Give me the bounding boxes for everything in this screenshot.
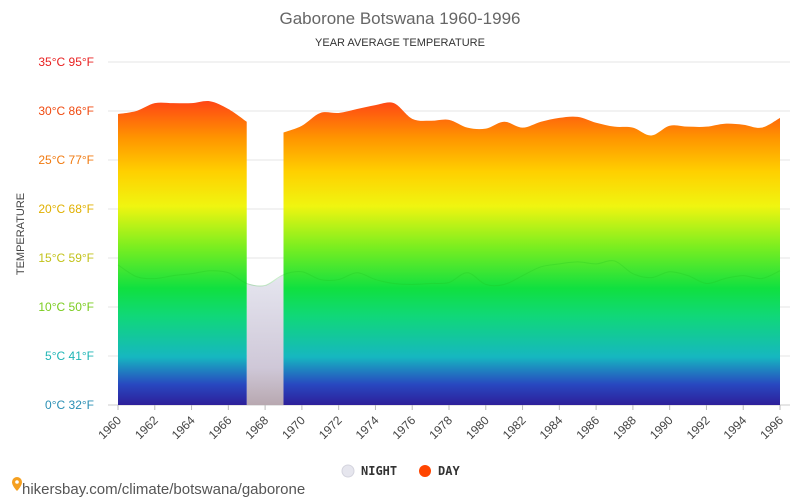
x-tick-label: 1974 [353, 413, 382, 442]
night-area [246, 274, 284, 405]
plot-areas [117, 100, 781, 405]
x-tick-label: 1992 [684, 413, 713, 442]
x-tick-label: 1982 [500, 413, 529, 442]
y-tick-label: 10°C 50°F [38, 300, 94, 314]
x-tick-label: 1984 [537, 413, 566, 442]
watermark: hikersbay.com/climate/botswana/gaborone [12, 477, 305, 498]
y-tick-label: 20°C 68°F [38, 202, 94, 216]
y-tick-label: 15°C 59°F [38, 251, 94, 265]
location-pin-dot [15, 480, 19, 484]
day-area [283, 102, 780, 405]
legend-night-label[interactable]: NIGHT [361, 464, 397, 478]
x-tick-label: 1988 [610, 413, 639, 442]
x-tick-label: 1972 [316, 413, 345, 442]
y-tick-label: 0°C 32°F [45, 398, 94, 412]
y-axis-title: TEMPERATURE [15, 193, 27, 275]
y-tick-label: 25°C 77°F [38, 153, 94, 167]
x-tick-label: 1986 [573, 413, 602, 442]
chart-subtitle: YEAR AVERAGE TEMPERATURE [315, 37, 485, 49]
y-tick-label: 35°C 95°F [38, 55, 94, 69]
x-tick-label: 1990 [647, 413, 676, 442]
day-area [118, 100, 247, 405]
x-tick-label: 1960 [95, 413, 124, 442]
x-tick-label: 1996 [757, 413, 786, 442]
y-tick-label: 30°C 86°F [38, 104, 94, 118]
legend-night-marker[interactable] [341, 464, 355, 478]
y-axis-labels: 0°C 32°F 5°C 41°F 10°C 50°F 15°C 59°F 20°C 6… [38, 55, 94, 412]
x-tick-label: 1980 [463, 413, 492, 442]
x-tick-label: 1962 [132, 413, 161, 442]
x-tick-label: 1970 [279, 413, 308, 442]
legend: NIGHT DAY [341, 464, 460, 478]
x-tick-label: 1964 [169, 413, 198, 442]
legend-day-label[interactable]: DAY [438, 464, 460, 478]
x-tick-label: 1968 [242, 413, 271, 442]
legend-day-marker[interactable] [419, 465, 431, 477]
chart-title: Gaborone Botswana 1960-1996 [279, 9, 520, 28]
watermark-text: hikersbay.com/climate/botswana/gaborone [22, 481, 305, 498]
x-tick-label: 1978 [426, 413, 455, 442]
x-tick-label: 1976 [390, 413, 419, 442]
night-line [117, 260, 781, 287]
x-axis-labels: 1960 1962 1964 1966 1968 1970 1972 1974 1976 1978… [95, 405, 786, 442]
location-pin-icon [12, 477, 22, 491]
x-tick-label: 1994 [721, 413, 750, 442]
y-tick-label: 5°C 41°F [45, 349, 94, 363]
x-tick-label: 1966 [206, 413, 235, 442]
